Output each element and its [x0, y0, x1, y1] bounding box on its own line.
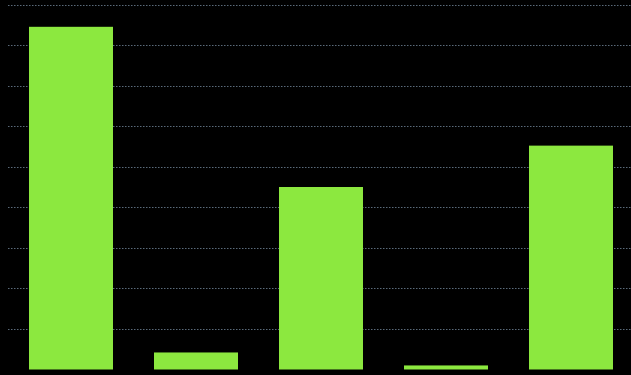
bar-4: [404, 365, 488, 370]
bar-2: [154, 352, 238, 370]
bar-3: [279, 187, 363, 370]
bar-5: [529, 145, 613, 370]
bar-series: [29, 26, 613, 370]
grid-lines: [8, 5, 631, 330]
bar-1: [29, 26, 113, 370]
